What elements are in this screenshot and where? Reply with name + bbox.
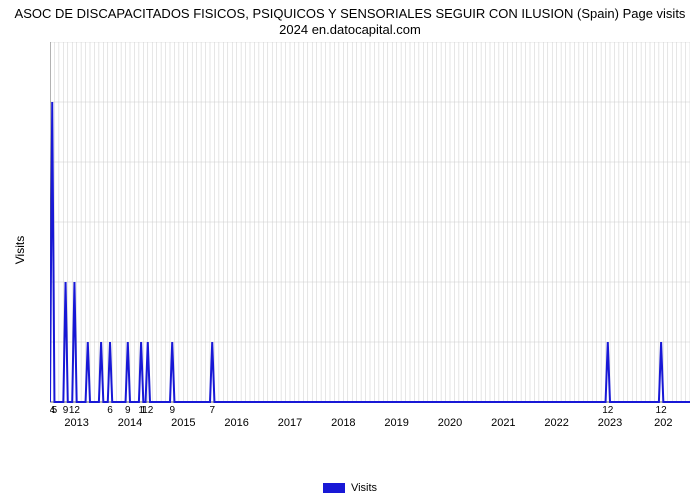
legend: Visits xyxy=(0,482,700,494)
svg-text:2019: 2019 xyxy=(384,417,408,429)
svg-text:7: 7 xyxy=(209,405,215,416)
svg-text:2018: 2018 xyxy=(331,417,355,429)
svg-text:12: 12 xyxy=(656,405,668,416)
chart-container: ASOC DE DISCAPACITADOS FISICOS, PSIQUICO… xyxy=(0,0,700,500)
svg-text:2020: 2020 xyxy=(438,417,462,429)
svg-text:9: 9 xyxy=(63,405,69,416)
svg-text:12: 12 xyxy=(142,405,154,416)
chart-title: ASOC DE DISCAPACITADOS FISICOS, PSIQUICO… xyxy=(0,6,700,39)
plot-area: 0123456201320142015201620172018201920202… xyxy=(50,42,690,432)
svg-text:2021: 2021 xyxy=(491,417,515,429)
svg-text:2015: 2015 xyxy=(171,417,195,429)
svg-text:2014: 2014 xyxy=(118,417,142,429)
y-axis-label: Visits xyxy=(13,236,27,264)
svg-text:12: 12 xyxy=(69,405,81,416)
chart-svg: 0123456201320142015201620172018201920202… xyxy=(50,42,690,432)
svg-text:202: 202 xyxy=(654,417,672,429)
svg-text:6: 6 xyxy=(107,405,113,416)
svg-text:9: 9 xyxy=(125,405,131,416)
svg-text:12: 12 xyxy=(602,405,614,416)
legend-label: Visits xyxy=(351,482,377,494)
svg-text:2023: 2023 xyxy=(598,417,622,429)
legend-swatch xyxy=(323,483,345,493)
svg-text:2016: 2016 xyxy=(224,417,248,429)
svg-text:2022: 2022 xyxy=(544,417,568,429)
svg-text:9: 9 xyxy=(169,405,175,416)
svg-text:2017: 2017 xyxy=(278,417,302,429)
svg-text:2013: 2013 xyxy=(64,417,88,429)
svg-text:5: 5 xyxy=(52,405,58,416)
